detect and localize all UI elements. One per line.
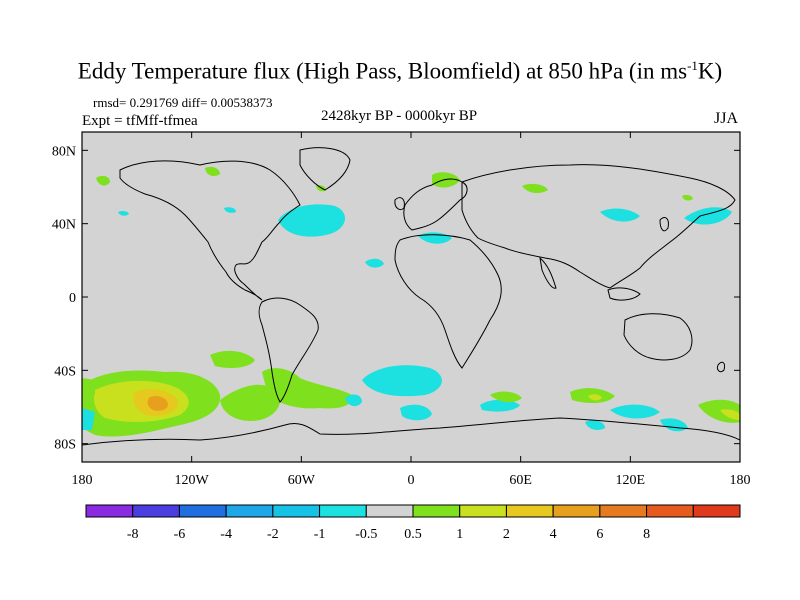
colorbar-label: 4 bbox=[550, 527, 557, 542]
positive-anomaly-region bbox=[490, 391, 522, 403]
colorbar-swatch bbox=[85, 504, 134, 518]
positive-anomaly-region bbox=[720, 409, 740, 420]
colorbar: -8 -6 -4 -2 -1 -0.5 0.5 1 2 4 6 8 bbox=[85, 504, 741, 542]
negative-anomaly-region bbox=[362, 365, 442, 397]
negative-anomaly-region bbox=[480, 399, 520, 412]
coastline-india bbox=[539, 256, 557, 289]
positive-anomaly-region bbox=[262, 368, 353, 409]
coastline-new-zealand bbox=[717, 361, 725, 373]
lon-tick-label: 180 bbox=[72, 473, 93, 488]
colorbar-label: 2 bbox=[503, 527, 510, 542]
experiment-label: Expt = tfMff-tfmea bbox=[82, 113, 198, 129]
colorbar-swatch bbox=[365, 504, 414, 518]
coastline-asia bbox=[461, 164, 736, 289]
season-label: JJA bbox=[714, 110, 739, 127]
anomaly-shading bbox=[82, 166, 740, 437]
positive-anomaly-region bbox=[205, 166, 220, 176]
negative-anomaly-region bbox=[345, 394, 362, 407]
coastline-indonesia bbox=[607, 287, 641, 301]
lon-tick-label: 120E bbox=[616, 473, 646, 488]
colorbar-label: 0.5 bbox=[404, 527, 422, 542]
colorbar-label: -8 bbox=[127, 527, 139, 542]
colorbar-label: 6 bbox=[596, 527, 603, 542]
map-title: Eddy Temperature flux (High Pass, Bloomf… bbox=[77, 58, 723, 84]
positive-anomaly-region bbox=[522, 183, 548, 194]
coastline-north-america bbox=[119, 160, 301, 301]
lon-tick-label: 120W bbox=[175, 473, 210, 488]
coastline-britain bbox=[394, 197, 405, 211]
colorbar-label: -6 bbox=[174, 527, 186, 542]
colorbar-label: -0.5 bbox=[355, 527, 377, 542]
colorbar-label: -1 bbox=[314, 527, 326, 542]
lat-tick-label: 0 bbox=[69, 291, 76, 306]
colorbar-swatch bbox=[646, 504, 694, 518]
colorbar-swatch bbox=[225, 504, 274, 518]
coastline-antarctica bbox=[82, 417, 740, 446]
negative-anomaly-region bbox=[365, 258, 384, 268]
coastline-europe bbox=[403, 178, 468, 231]
negative-anomaly-region bbox=[400, 404, 432, 421]
colorbar-swatch bbox=[272, 504, 321, 518]
lat-tick-label: 40S bbox=[54, 364, 76, 379]
lat-tick-label: 80N bbox=[52, 144, 76, 159]
colorbar-swatch bbox=[505, 504, 554, 518]
coastlines bbox=[82, 147, 740, 446]
coastline-south-america bbox=[258, 297, 319, 403]
colorbar-swatch bbox=[692, 504, 741, 518]
coastline-australia bbox=[623, 313, 693, 361]
negative-anomaly-region bbox=[600, 208, 640, 222]
positive-anomaly-region bbox=[82, 378, 95, 395]
longitude-axis: 180 120W 60W 0 60E 120E 180 bbox=[72, 132, 751, 488]
lon-tick-label: 60W bbox=[288, 473, 316, 488]
positive-anomaly-region bbox=[588, 394, 602, 401]
positive-anomaly-region bbox=[96, 175, 110, 186]
negative-anomaly-region bbox=[118, 210, 129, 216]
colorbar-swatch bbox=[319, 504, 367, 518]
positive-anomaly-region bbox=[682, 195, 693, 201]
negative-anomaly-region bbox=[610, 404, 660, 419]
positive-anomaly-region bbox=[147, 395, 168, 411]
colorbar-label: -2 bbox=[267, 527, 279, 542]
rmsd-diff-text: rmsd= 0.291769 diff= 0.00538373 bbox=[93, 95, 273, 110]
colorbar-swatch bbox=[178, 504, 227, 518]
positive-anomaly-region bbox=[220, 384, 280, 421]
negative-anomaly-region bbox=[82, 408, 95, 430]
lon-tick-label: 60E bbox=[509, 473, 532, 488]
negative-anomaly-region bbox=[278, 204, 346, 237]
colorbar-swatch bbox=[412, 504, 461, 518]
colorbar-swatch bbox=[459, 504, 507, 518]
colorbar-label: -4 bbox=[220, 527, 232, 542]
colorbar-swatch bbox=[599, 504, 648, 518]
colorbar-label: 8 bbox=[643, 527, 650, 542]
coastline-greenland bbox=[299, 147, 351, 191]
colorbar-swatch bbox=[132, 504, 180, 518]
coastline-japan bbox=[659, 217, 669, 232]
latitude-axis: 80N 40N 0 40S 80S bbox=[52, 144, 740, 453]
lat-tick-label: 80S bbox=[54, 438, 76, 453]
lon-tick-label: 0 bbox=[408, 473, 415, 488]
period-label: 2428kyr BP - 0000kyr BP bbox=[321, 108, 478, 124]
negative-anomaly-region bbox=[585, 420, 605, 430]
colorbar-swatch bbox=[552, 504, 601, 518]
coastline-africa bbox=[394, 234, 502, 369]
positive-anomaly-region bbox=[210, 350, 255, 368]
negative-anomaly-region bbox=[224, 207, 236, 213]
lon-tick-label: 180 bbox=[730, 473, 751, 488]
colorbar-label: 1 bbox=[456, 527, 463, 542]
lat-tick-label: 40N bbox=[52, 218, 76, 233]
